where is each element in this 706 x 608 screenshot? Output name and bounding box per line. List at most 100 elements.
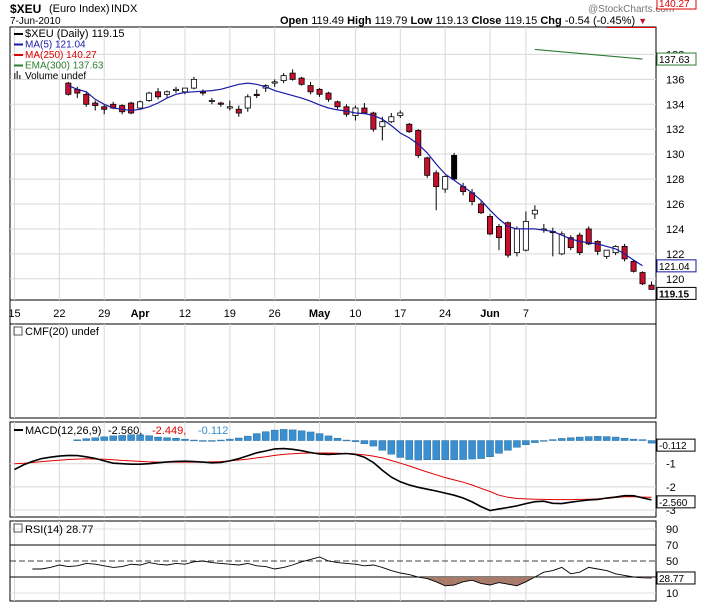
histogram-bar	[288, 429, 297, 441]
candle-body	[316, 88, 323, 95]
low-label: Low	[410, 15, 433, 27]
last-value-ma5: 121.04	[659, 262, 690, 273]
candle-body	[164, 91, 171, 95]
candle-body	[406, 123, 413, 133]
rsi-oversold-fill	[445, 577, 455, 586]
histogram-bar	[145, 435, 153, 441]
legend-rsi: RSI(14) 28.77	[25, 524, 93, 536]
histogram-bar	[279, 429, 288, 441]
x-tick-label: 22	[53, 308, 65, 320]
candle-body	[361, 107, 368, 114]
histogram-bar	[468, 440, 476, 460]
candle-body	[513, 228, 520, 254]
histogram-bar	[441, 440, 449, 461]
candle-body	[352, 107, 359, 116]
rsi-last-value: 28.77	[659, 574, 684, 585]
candle-body	[370, 112, 377, 130]
histogram-bar	[91, 437, 99, 441]
legend-ema300: EMA(300) 137.63	[25, 61, 104, 72]
low-value: 119.13	[435, 15, 469, 27]
open-value: 119.49	[311, 15, 345, 27]
x-tick-label: 26	[269, 308, 281, 320]
candle-body	[181, 87, 188, 93]
rsi-oversold-fill	[436, 577, 446, 586]
candle-body	[639, 272, 646, 285]
histogram-bar	[378, 440, 387, 451]
histogram-bar	[477, 440, 485, 459]
candle-body	[146, 92, 153, 101]
legend-cmf: CMF(20) undef	[25, 326, 100, 338]
candle-body	[522, 221, 529, 251]
histogram-bar	[575, 436, 584, 441]
x-tick-label: 19	[224, 308, 236, 320]
symbol: $XEU	[10, 2, 42, 16]
histogram-bar	[235, 437, 243, 441]
histogram-bar	[226, 438, 234, 441]
histogram-bar	[584, 436, 593, 441]
high-value: 119.79	[374, 15, 408, 27]
candle-body	[487, 216, 494, 235]
high-label: High	[347, 15, 372, 27]
candle-body	[558, 233, 565, 255]
candle-body	[137, 101, 144, 109]
histogram-bar	[136, 434, 144, 441]
histogram-bar	[82, 438, 91, 441]
macd-last-value-hist: -0.112	[659, 441, 687, 452]
legend-price: $XEU (Daily) 119.15	[25, 28, 124, 40]
macd-y-tick-label: -3	[666, 505, 676, 517]
last-value-price: 119.15	[659, 289, 689, 300]
candle-body	[226, 106, 233, 109]
last-value-ma250: 140.27	[659, 0, 690, 10]
histogram-bar	[244, 435, 252, 441]
last-value-box	[656, 438, 696, 452]
down-triangle-icon: ▼	[638, 16, 648, 26]
histogram-bar	[217, 439, 225, 442]
macd-legend-label: MACD(12,26,9)	[25, 425, 101, 437]
histogram-bar	[522, 440, 530, 445]
histogram-bar	[611, 436, 620, 441]
histogram-bar	[369, 440, 378, 447]
legend-ma250: MA(250) 140.27	[25, 50, 97, 61]
histogram-bar	[342, 439, 351, 442]
candle-body	[442, 176, 449, 190]
rsi-y-tick-label: 50	[666, 556, 678, 568]
histogram-bar	[549, 439, 557, 441]
macd-line	[14, 447, 652, 512]
histogram-bar	[163, 437, 171, 441]
legend-volume: Volume undef	[25, 71, 86, 82]
candle-body	[253, 93, 260, 96]
candle-body	[217, 102, 224, 105]
rsi-y-tick-label: 10	[666, 588, 678, 600]
candle-body	[83, 93, 90, 105]
histogram-bar	[252, 433, 261, 441]
candle-body	[244, 96, 251, 109]
last-value-box	[656, 571, 696, 585]
rsi-oversold-fill	[516, 577, 526, 586]
volume-icon	[14, 73, 16, 79]
x-tick-label: Jun	[480, 308, 500, 320]
close-label: Close	[471, 15, 502, 27]
histogram-bar	[450, 440, 458, 461]
histogram-bar	[432, 440, 440, 461]
histogram-bar	[423, 440, 431, 461]
macd-last-value-macd: -2.560	[659, 498, 688, 509]
ma5-line	[68, 82, 643, 267]
watermark: @StockCharts.com	[588, 4, 675, 15]
x-tick-label: 17	[394, 308, 406, 320]
histogram-bar	[190, 439, 198, 442]
candle-body	[128, 102, 135, 114]
candle-body	[280, 75, 287, 82]
price-y-tick-label: 124	[666, 224, 684, 236]
symbol-name: (Euro Index)	[49, 3, 110, 15]
candle-body	[495, 226, 502, 239]
histogram-bar	[199, 440, 207, 442]
last-value-box	[656, 259, 697, 273]
candle-body	[271, 81, 278, 84]
candle-body	[504, 222, 511, 256]
candle-body	[379, 121, 386, 128]
candle-body	[451, 154, 458, 180]
volume-icon	[19, 75, 21, 79]
rsi-oversold-fill	[507, 577, 517, 586]
last-value-box	[656, 0, 697, 10]
